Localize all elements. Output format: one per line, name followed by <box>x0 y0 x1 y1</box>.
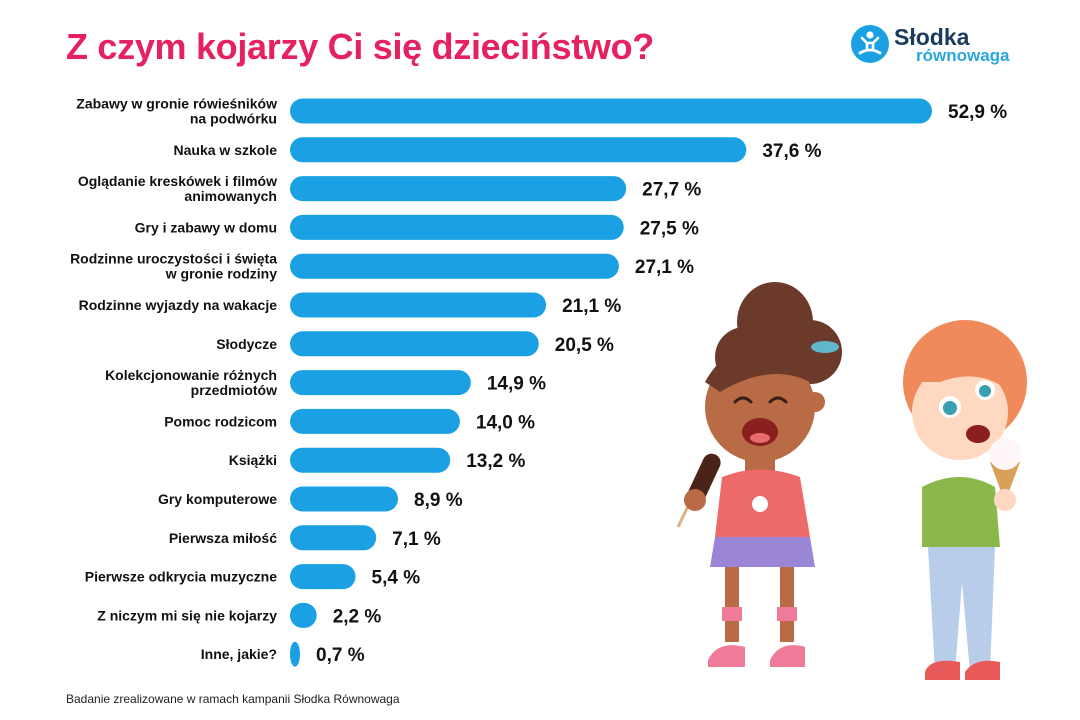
category-label: Rodzinne wyjazdy na wakacje <box>79 297 278 313</box>
bar-value-label: 27,7 % <box>642 180 701 201</box>
bar-0 <box>290 98 932 124</box>
footnote: Badanie zrealizowane w ramach kampanii S… <box>66 692 400 706</box>
boy-figure <box>903 320 1027 680</box>
logo-brand-line1: Słodka <box>894 24 970 50</box>
bar-8 <box>290 408 460 434</box>
category-label: Kolekcjonowanie różnych <box>105 367 277 383</box>
category-label: Rodzinne uroczystości i święta <box>70 251 277 267</box>
bar-value-label: 27,5 % <box>640 218 699 239</box>
category-label: przedmiotów <box>191 382 277 398</box>
bar-14 <box>290 641 300 667</box>
bar-9 <box>290 447 451 473</box>
bar-5 <box>290 292 547 318</box>
bar-value-label: 21,1 % <box>562 296 621 317</box>
brand-logo: Słodka równowaga <box>850 24 1040 72</box>
bar-value-label: 37,6 % <box>762 141 821 162</box>
bar-10 <box>290 486 399 512</box>
bar-value-label: 20,5 % <box>555 335 614 356</box>
category-label: animowanych <box>184 188 277 204</box>
bar-value-label: 14,9 % <box>487 374 546 395</box>
bar-13 <box>290 602 317 628</box>
category-label: Słodycze <box>216 336 277 352</box>
bar-value-label: 0,7 % <box>316 645 365 666</box>
bar-value-label: 14,0 % <box>476 412 535 433</box>
logo-brand-line2: równowaga <box>916 46 1010 65</box>
category-label: w gronie rodziny <box>165 266 277 282</box>
bar-3 <box>290 214 624 240</box>
bar-1 <box>290 137 747 163</box>
category-label: Z niczym mi się nie kojarzy <box>97 607 277 623</box>
category-label: na podwórku <box>190 111 277 127</box>
bar-4 <box>290 253 619 279</box>
category-label: Książki <box>229 452 277 468</box>
bar-12 <box>290 564 356 590</box>
category-label: Nauka w szkole <box>174 142 278 158</box>
bar-value-label: 27,1 % <box>635 257 694 278</box>
category-label: Oglądanie kreskówek i filmów <box>78 173 277 189</box>
category-label: Zabawy w gronie rówieśników <box>76 96 277 112</box>
girl-figure <box>676 282 842 667</box>
bar-value-label: 8,9 % <box>414 490 463 511</box>
category-label: Gry komputerowe <box>158 491 277 507</box>
category-label: Inne, jakie? <box>201 646 277 662</box>
bar-2 <box>290 176 627 202</box>
category-label: Pierwsza miłość <box>169 530 277 546</box>
category-label: Pierwsze odkrycia muzyczne <box>85 569 277 585</box>
category-label: Pomoc rodzicom <box>164 413 277 429</box>
bar-value-label: 5,4 % <box>372 568 421 589</box>
chart-title: Z czym kojarzy Ci się dzieciństwo? <box>66 26 654 67</box>
bar-value-label: 52,9 % <box>948 102 1007 123</box>
meditating-person-icon <box>851 25 889 63</box>
bar-value-label: 13,2 % <box>466 451 525 472</box>
bar-6 <box>290 331 539 357</box>
category-label: Gry i zabawy w domu <box>135 219 277 235</box>
bar-value-label: 2,2 % <box>333 606 382 627</box>
bar-7 <box>290 370 471 396</box>
bar-11 <box>290 525 377 551</box>
bar-value-label: 7,1 % <box>392 529 441 550</box>
children-illustration <box>676 282 1027 680</box>
